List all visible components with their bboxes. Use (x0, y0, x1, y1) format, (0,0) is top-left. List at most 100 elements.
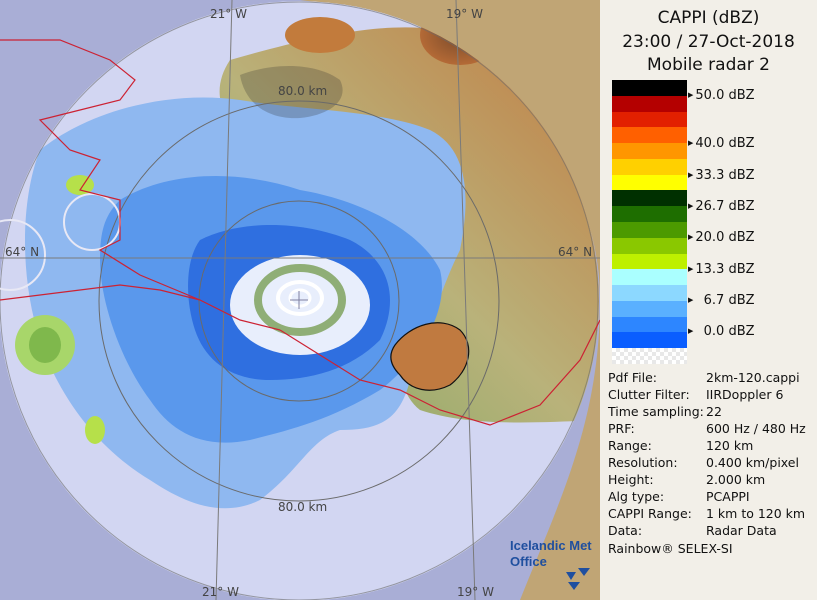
info-row: Clutter Filter: IIRDoppler 6 (608, 387, 817, 404)
lon-label-19w-bottom: 19° W (457, 585, 494, 599)
legend-swatch (612, 348, 687, 365)
lon-label-21w-top: 21° W (210, 7, 247, 21)
tick-text: 0.0 dBZ (695, 324, 755, 339)
tick-arrow-icon: ▶ (688, 327, 694, 335)
range-ring-120km (0, 1, 599, 600)
info-key: Height: (608, 472, 654, 487)
info-key: CAPPI Range: (608, 506, 692, 521)
info-row: Pdf File: 2km-120.cappi (608, 370, 817, 387)
echo-green-2 (29, 327, 61, 363)
info-row: Data: Radar Data (608, 523, 817, 540)
tick-text: 13.3 dBZ (695, 262, 755, 277)
legend-swatch (612, 237, 687, 254)
info-value: 120 km (706, 438, 754, 453)
info-row: Range: 120 km (608, 438, 817, 455)
info-value: 0.400 km/pixel (706, 455, 799, 470)
info-key: Clutter Filter: (608, 387, 690, 402)
tick-text: 40.0 dBZ (695, 136, 755, 151)
logo-triangle-icon (566, 568, 590, 590)
legend-swatch (612, 158, 687, 175)
imo-logo: Icelandic Met Office (510, 538, 592, 590)
info-row: Time sampling: 22 (608, 404, 817, 421)
info-row: CAPPI Range: 1 km to 120 km (608, 506, 817, 523)
lat-label-64n-left: 64° N (5, 245, 39, 259)
range-ring-40km (198, 200, 400, 402)
legend-swatch (612, 300, 687, 317)
software-credit: Rainbow® SELEX-SI (608, 541, 733, 556)
tick-text: 26.7 dBZ (695, 199, 755, 214)
tick-arrow-icon: ▶ (688, 202, 694, 210)
legend-swatch (612, 285, 687, 302)
legend-tick-label: ▶ 6.7 dBZ (688, 293, 755, 308)
land-south (390, 322, 470, 391)
echo-green-ring (254, 264, 346, 336)
title-datetime: 23:00 / 27-Oct-2018 (622, 32, 795, 52)
land-outside (300, 0, 600, 600)
legend-swatch (612, 127, 687, 144)
legend-tick-label: ▶ 20.0 dBZ (688, 230, 755, 245)
info-key: Data: (608, 523, 643, 538)
side-panel: CAPPI (dBZ) 23:00 / 27-Oct-2018 Mobile r… (600, 0, 817, 600)
tick-arrow-icon: ▶ (688, 139, 694, 147)
legend-swatch (612, 143, 687, 160)
logo-text-line1: Icelandic Met (510, 538, 592, 553)
legend-swatch (612, 222, 687, 238)
land-north-dark (240, 65, 343, 119)
info-value: 600 Hz / 480 Hz (706, 421, 806, 436)
legend-swatch (612, 111, 687, 128)
legend-tick-label: ▶ 33.3 dBZ (688, 168, 755, 183)
legend-tick-label: ▶ 50.0 dBZ (688, 88, 755, 103)
tick-arrow-icon: ▶ (688, 91, 694, 99)
logo-text-line2: Office (510, 554, 547, 569)
info-key: Range: (608, 438, 652, 453)
info-row: Resolution: 0.400 km/pixel (608, 455, 817, 472)
info-value: PCAPPI (706, 489, 750, 504)
center-ring-2 (288, 288, 312, 308)
tick-arrow-icon: ▶ (688, 233, 694, 241)
range-ring-80km (98, 100, 500, 502)
info-value: Radar Data (706, 523, 777, 538)
info-value: 2km-120.cappi (706, 370, 800, 385)
tick-arrow-icon: ▶ (688, 296, 694, 304)
legend-swatch (612, 332, 687, 349)
legend-swatch (612, 190, 687, 207)
legend-tick-label: ▶ 13.3 dBZ (688, 262, 755, 277)
radar-map: 21° W 19° W 21° W 19° W 64° N 64° N 80.0… (0, 0, 600, 600)
legend-swatch (612, 269, 687, 286)
info-key: Time sampling: (608, 404, 704, 419)
tick-text: 6.7 dBZ (695, 293, 755, 308)
legend-swatch (612, 206, 687, 223)
info-row: Alg type: PCAPPI (608, 489, 817, 506)
legend-swatch (612, 174, 687, 191)
tick-arrow-icon: ▶ (688, 171, 694, 179)
range-label-bottom: 80.0 km (278, 500, 327, 514)
info-key: Pdf File: (608, 370, 657, 385)
legend-tick-label: ▶ 40.0 dBZ (688, 136, 755, 151)
tick-text: 20.0 dBZ (695, 230, 755, 245)
coastline-west (0, 39, 281, 331)
graticule-lon-21w (215, 0, 233, 600)
lat-label-64n-right: 64° N (558, 245, 592, 259)
title-radar-name: Mobile radar 2 (647, 55, 770, 75)
land-patch (285, 17, 355, 53)
info-value: 22 (706, 404, 722, 419)
graticule-lon-19w (455, 0, 476, 600)
tick-text: 33.3 dBZ (695, 168, 755, 183)
legend-swatch (612, 80, 687, 96)
site-ring-2 (0, 219, 46, 291)
lon-label-19w-top: 19° W (446, 7, 483, 21)
center-ring-1 (276, 280, 324, 316)
legend-tick-label: ▶ 0.0 dBZ (688, 324, 755, 339)
info-value: 2.000 km (706, 472, 766, 487)
color-legend: ▶ 50.0 dBZ ▶ 40.0 dBZ ▶ 33.3 dBZ ▶ 26.7 dBZ ▶ 20.… (612, 80, 812, 365)
legend-swatch (612, 316, 687, 333)
info-value: IIRDoppler 6 (706, 387, 784, 402)
legend-tick-label: ▶ 26.7 dBZ (688, 199, 755, 214)
info-key: Resolution: (608, 455, 678, 470)
info-row: Height: 2.000 km (608, 472, 817, 489)
info-key: PRF: (608, 421, 635, 436)
info-value: 1 km to 120 km (706, 506, 806, 521)
tick-arrow-icon: ▶ (688, 265, 694, 273)
title-product: CAPPI (dBZ) (657, 8, 760, 28)
coastline-south (279, 319, 600, 426)
